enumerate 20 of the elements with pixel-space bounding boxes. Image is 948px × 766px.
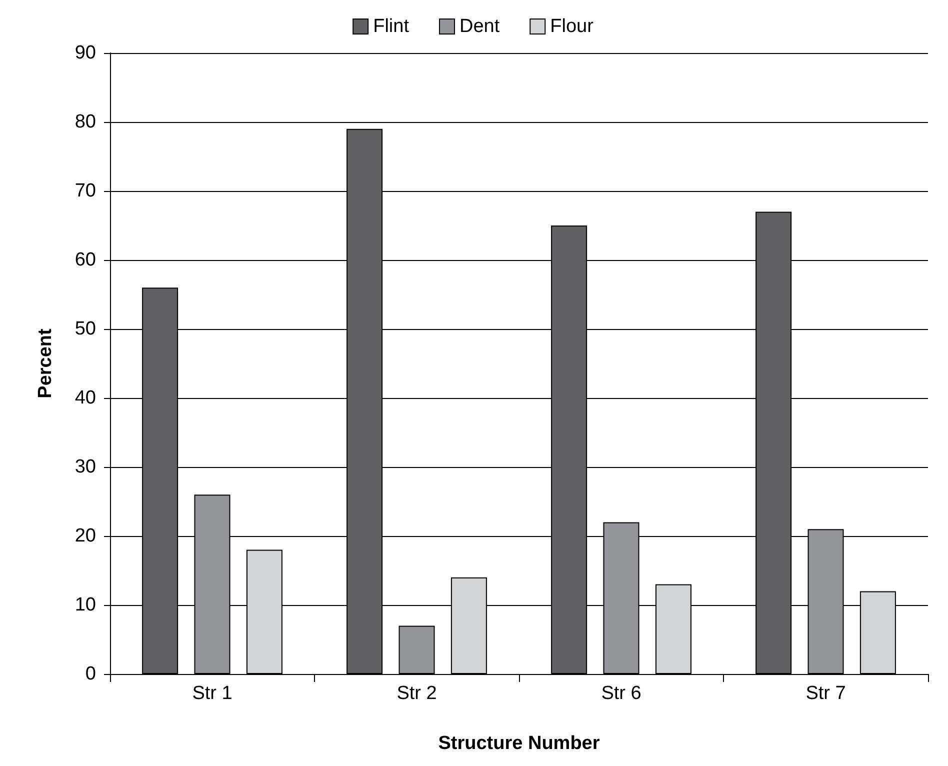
- y-tick-label: 70: [74, 180, 96, 202]
- y-tick-label: 50: [74, 318, 96, 340]
- y-tick-label: 60: [74, 250, 96, 270]
- x-tick-label: Str 1: [192, 683, 232, 704]
- y-tick-label: 10: [74, 594, 96, 616]
- legend-label: Flint: [373, 16, 410, 37]
- x-tick-label: Str 2: [396, 683, 437, 704]
- bar: [398, 626, 435, 674]
- y-tick-label: 80: [74, 112, 96, 132]
- legend-label: Dent: [459, 16, 500, 37]
- x-tick-label: Str 6: [601, 683, 642, 704]
- x-axis-title: Structure Number: [438, 733, 600, 754]
- y-axis-title: Percent: [35, 328, 56, 398]
- y-tick-label: 40: [74, 388, 96, 408]
- legend-label: Flour: [550, 16, 594, 37]
- y-tick-label: 90: [74, 42, 96, 64]
- y-tick-label: 0: [85, 664, 96, 684]
- y-tick-label: 30: [74, 456, 96, 478]
- x-tick-label: Str 7: [806, 683, 846, 704]
- y-tick-label: 20: [74, 526, 96, 546]
